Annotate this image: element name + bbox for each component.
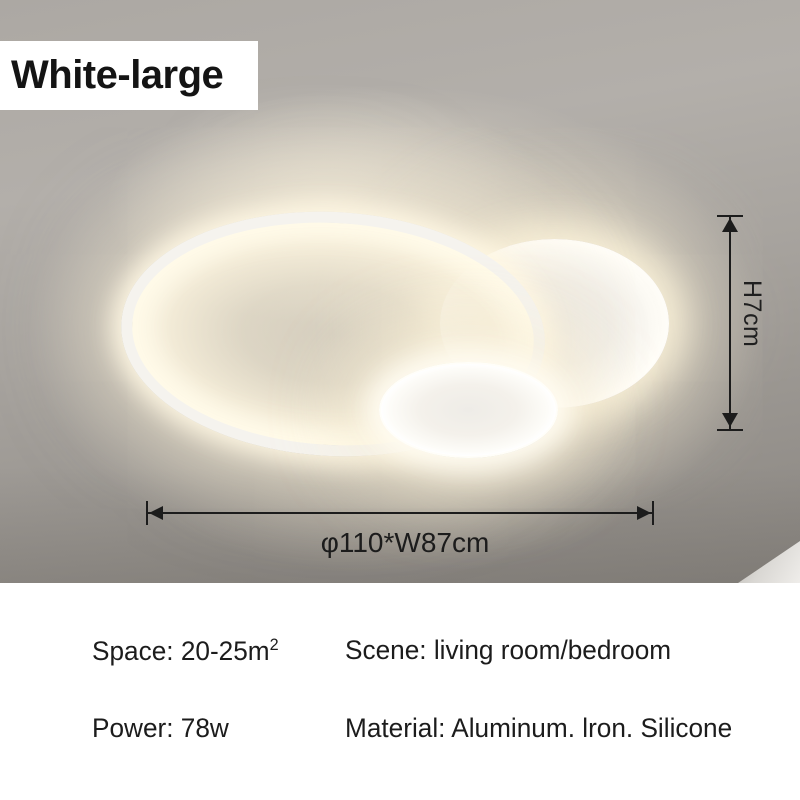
- lamp-disc-small: [379, 362, 558, 458]
- variant-label-text: White-large: [11, 53, 224, 97]
- wall-corner: [738, 541, 800, 583]
- spec-space-superscript: 2: [269, 635, 279, 654]
- spec-material: Material: Aluminum. lron. Silicone: [345, 713, 733, 743]
- height-dimension-label: H7cm: [738, 280, 766, 348]
- width-dimension-label: φ110*W87cm: [320, 527, 490, 558]
- arrow-down-icon: [722, 413, 738, 427]
- height-dim-line: [729, 217, 731, 429]
- spec-space-text: Space: 20-25m: [92, 636, 270, 666]
- arrow-up-icon: [722, 218, 738, 232]
- arrow-right-icon: [637, 506, 651, 520]
- spec-space: Space: 20-25m2: [92, 635, 279, 667]
- spec-scene: Scene: living room/bedroom: [345, 635, 672, 665]
- arrow-left-icon: [149, 506, 163, 520]
- spec-power: Power: 78w: [92, 713, 229, 743]
- width-dim-line: [148, 512, 653, 514]
- height-dim-cap-top: [717, 215, 743, 217]
- width-dim-cap-left: [146, 501, 148, 525]
- variant-label: White-large: [0, 41, 258, 110]
- width-dim-cap-right: [652, 501, 654, 525]
- height-dim-cap-bottom: [717, 429, 743, 431]
- specs-panel: Space: 20-25m2 Scene: living room/bedroo…: [0, 583, 800, 800]
